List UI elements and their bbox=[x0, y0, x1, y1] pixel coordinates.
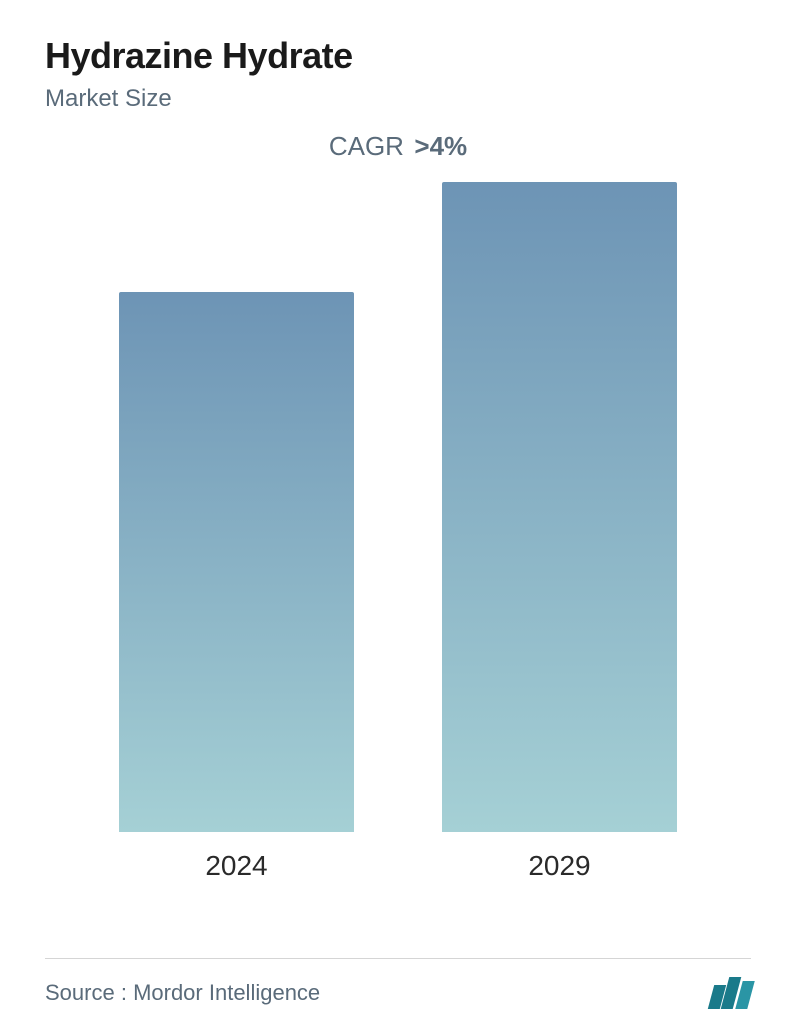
bar-0 bbox=[119, 292, 354, 832]
bar-chart: 2024 2029 bbox=[45, 182, 751, 882]
cagr-value: >4% bbox=[414, 131, 467, 161]
footer-divider bbox=[45, 958, 751, 959]
source-text: Source : Mordor Intelligence bbox=[45, 980, 320, 1006]
footer: Source : Mordor Intelligence bbox=[45, 977, 751, 1009]
page-subtitle: Market Size bbox=[45, 85, 751, 113]
source-label: Source : bbox=[45, 980, 127, 1005]
page-title: Hydrazine Hydrate bbox=[45, 35, 751, 77]
cagr-label: CAGR bbox=[329, 131, 404, 161]
bar-label-1: 2029 bbox=[528, 850, 590, 882]
chart-container: Hydrazine Hydrate Market Size CAGR >4% 2… bbox=[0, 0, 796, 1034]
cagr-row: CAGR >4% bbox=[45, 131, 751, 162]
bar-1 bbox=[442, 182, 677, 832]
bar-group-1: 2029 bbox=[442, 182, 677, 882]
bar-group-0: 2024 bbox=[119, 182, 354, 882]
mordor-logo-icon bbox=[711, 977, 751, 1009]
source-name: Mordor Intelligence bbox=[133, 980, 320, 1005]
bar-label-0: 2024 bbox=[205, 850, 267, 882]
